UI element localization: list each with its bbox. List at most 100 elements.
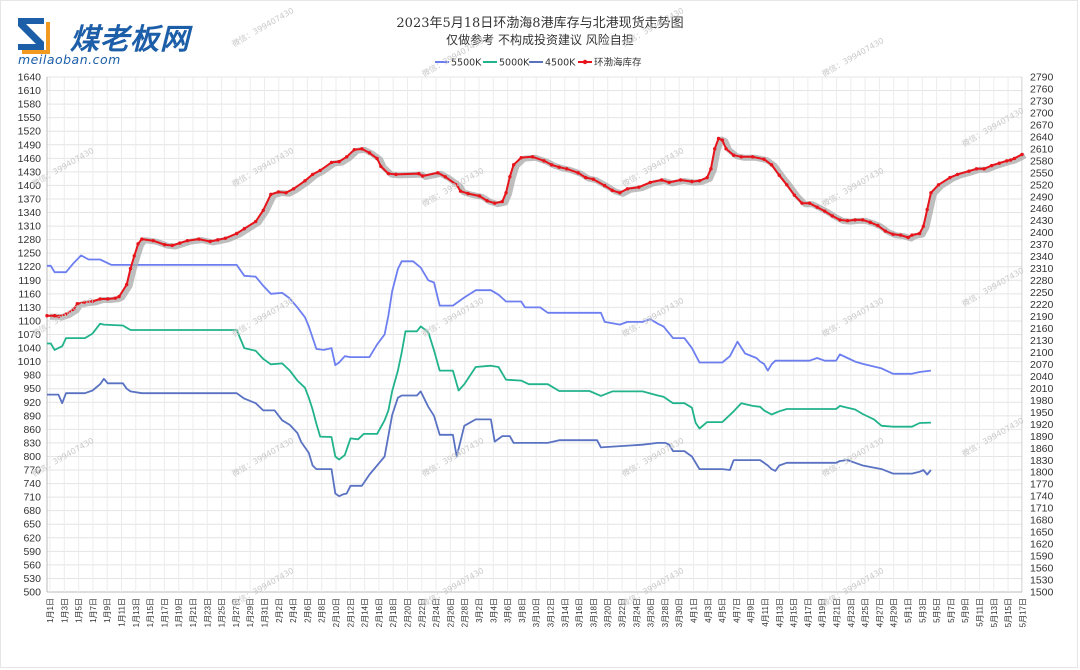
series-point: [113, 296, 117, 300]
series-point: [140, 237, 144, 241]
series-5500K: [47, 254, 932, 375]
x-tick-label: 4月3日: [704, 598, 713, 623]
x-tick-label: 2月2日: [275, 598, 284, 623]
series-point: [420, 174, 425, 178]
series-point: [530, 155, 535, 159]
left-tick-label: 620: [23, 532, 41, 544]
series-point: [716, 136, 721, 141]
left-tick-label: 1280: [18, 234, 42, 246]
series-point: [955, 172, 960, 177]
x-tick-label: 2月10日: [332, 598, 341, 627]
x-tick-label: 1月21日: [189, 598, 198, 627]
x-tick-label: 1月27日: [232, 598, 241, 627]
series-point: [318, 168, 322, 173]
series-point: [610, 188, 614, 193]
x-tick-label: 4月5日: [718, 598, 727, 623]
series-point: [83, 300, 87, 304]
right-tick-label: 2340: [1030, 251, 1054, 263]
x-tick-label: 3月10日: [532, 598, 541, 627]
x-tick-label: 4月11日: [761, 598, 770, 627]
series-point: [223, 236, 228, 240]
series-point: [511, 163, 516, 167]
legend-label: 4500K: [545, 58, 576, 69]
right-tick-label: 2040: [1030, 371, 1054, 383]
series-point: [386, 171, 391, 176]
x-tick-label: 1月5日: [75, 598, 84, 623]
x-tick-label: 3月22日: [618, 598, 627, 627]
right-tick-label: 1590: [1030, 551, 1054, 563]
series-point: [379, 164, 383, 169]
x-tick-label: 1月23日: [203, 598, 212, 627]
left-tick-label: 950: [23, 383, 41, 395]
series-point: [337, 159, 341, 164]
site-logo[interactable]: 煤老板网 meilaoban.com: [14, 14, 214, 67]
series-point: [750, 155, 755, 159]
series-layer: [45, 136, 1027, 498]
series-point: [197, 237, 201, 241]
series-point: [98, 297, 102, 301]
series-point: [485, 199, 489, 203]
series-5000K: [47, 322, 931, 461]
left-tick-label: 740: [23, 478, 41, 490]
right-tick-label: 1980: [1030, 395, 1054, 407]
x-tick-label: 2月28日: [461, 598, 470, 627]
series-point: [576, 171, 580, 175]
series-point: [492, 201, 497, 205]
right-tick-label: 2190: [1030, 311, 1054, 323]
right-tick-label: 2280: [1030, 275, 1054, 287]
left-tick-label: 1520: [18, 126, 42, 138]
series-point: [417, 171, 421, 176]
series-point: [891, 232, 895, 236]
series-point: [542, 159, 546, 163]
left-tick-label: 1310: [18, 221, 42, 233]
series-point: [458, 189, 463, 193]
x-tick-label: 1月11日: [118, 598, 127, 627]
right-tick-label: 1710: [1030, 503, 1054, 515]
series-point: [360, 147, 364, 151]
series-point: [906, 235, 910, 240]
series-point: [1020, 152, 1024, 157]
x-tick-label: 4月15日: [790, 598, 799, 627]
x-tick-label: 2月16日: [375, 598, 384, 627]
series-point: [860, 218, 865, 222]
series-point: [208, 239, 212, 244]
x-tick-label: 1月31日: [261, 598, 270, 627]
x-tick-label: 5月3日: [918, 598, 927, 623]
x-tick-label: 1月7日: [89, 598, 98, 623]
series-point: [466, 191, 470, 196]
x-tick-label: 4月13日: [775, 598, 784, 627]
right-tick-label: 1500: [1030, 587, 1054, 599]
series-环渤海库存: [45, 136, 1027, 321]
right-tick-label: 1920: [1030, 419, 1054, 431]
x-tick-label: 4月9日: [747, 598, 756, 623]
series-point: [557, 165, 561, 169]
series-point: [124, 282, 129, 287]
x-tick-label: 4月17日: [804, 598, 813, 627]
left-tick-label: 710: [23, 492, 41, 504]
series-point: [948, 175, 952, 180]
left-tick-label: 1610: [18, 85, 42, 97]
series-point: [777, 173, 781, 177]
left-tick-label: 1220: [18, 261, 42, 273]
series-line: [47, 322, 931, 461]
series-point: [45, 314, 49, 318]
series-point: [117, 294, 121, 299]
series-point: [477, 194, 482, 198]
x-tick-label: 1月19日: [175, 598, 184, 627]
right-tick-label: 2730: [1030, 95, 1054, 107]
x-tick-label: 5月17日: [1018, 598, 1027, 627]
series-point: [989, 163, 994, 168]
series-point: [519, 155, 523, 160]
left-tick-label: 1490: [18, 139, 42, 151]
right-tick-label: 1860: [1030, 443, 1054, 455]
series-point: [1008, 158, 1013, 162]
left-tick-label: 500: [23, 587, 41, 599]
x-tick-label: 2月14日: [361, 598, 370, 627]
right-tick-label: 1740: [1030, 491, 1054, 503]
series-point: [830, 214, 835, 218]
x-tick-label: 1月13日: [132, 598, 141, 627]
series-point: [584, 175, 588, 180]
series-point: [845, 219, 850, 223]
x-tick-label: 4月29日: [890, 598, 899, 627]
